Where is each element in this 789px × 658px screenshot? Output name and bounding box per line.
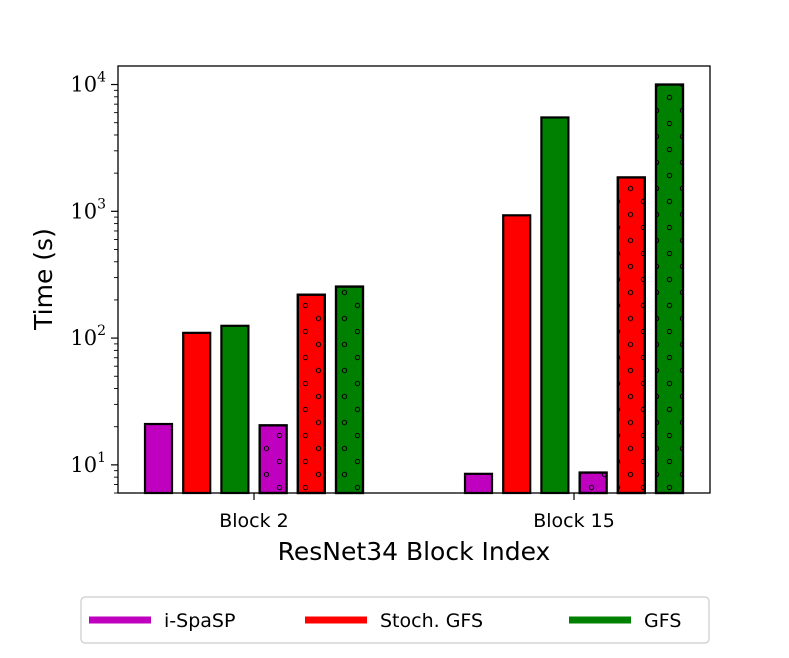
x-axis: Block 2 Block 15 xyxy=(219,493,615,532)
bar-i-spasp-0-0 xyxy=(143,422,174,495)
bar-hatch-3-1 xyxy=(578,471,608,495)
y-axis: 101 102 103 104 xyxy=(70,70,118,494)
legend-box xyxy=(80,596,710,644)
legend-label-0: i-SpaSP xyxy=(164,610,235,632)
y-tick-label-0: 101 xyxy=(70,450,106,477)
x-tick-label-1: Block 15 xyxy=(533,510,615,532)
bar-stoch-gfs-1-0 xyxy=(182,331,212,495)
bar-stoch-gfs-1-1 xyxy=(502,214,532,495)
y-tick-label-2: 103 xyxy=(70,196,106,223)
bar-hatch-3-0 xyxy=(258,424,288,495)
bars-group xyxy=(143,83,685,495)
legend-label-2: GFS xyxy=(644,610,681,632)
legend-label-1: Stoch. GFS xyxy=(380,610,483,632)
bar-hatch-5-1 xyxy=(654,83,685,495)
bar-gfs-2-1 xyxy=(540,116,570,495)
bar-hatch-4-1 xyxy=(616,176,646,495)
bar-hatch-4-0 xyxy=(296,293,326,495)
y-tick-label-1: 102 xyxy=(70,323,106,350)
x-tick-label-0: Block 2 xyxy=(219,510,289,532)
y-axis-label: Time (s) xyxy=(29,228,58,331)
bar-i-spasp-0-1 xyxy=(463,472,494,495)
bar-hatch-5-0 xyxy=(334,285,365,495)
plot-frame xyxy=(117,65,711,494)
bar-gfs-2-0 xyxy=(220,324,250,495)
y-tick-label-3: 104 xyxy=(70,70,106,97)
x-axis-label: ResNet34 Block Index xyxy=(278,537,551,566)
legend: i-SpaSP Stoch. GFS GFS xyxy=(80,596,710,644)
